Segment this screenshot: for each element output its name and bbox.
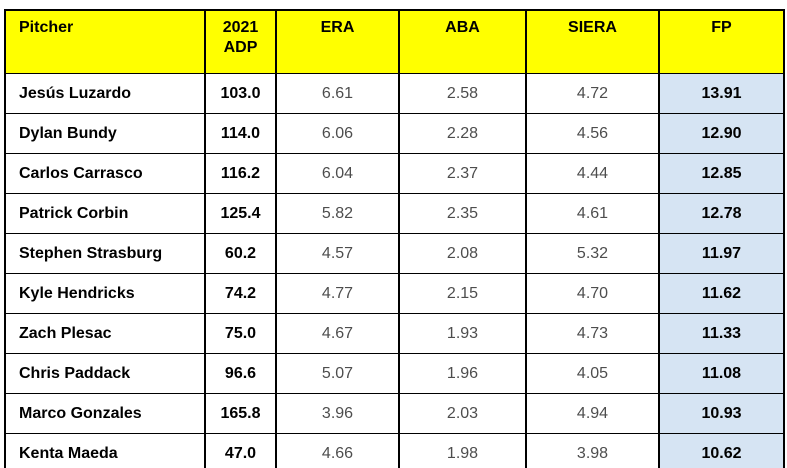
aba-cell: 2.35 [398, 193, 526, 234]
column-header-2021-adp: 2021 ADP [204, 10, 276, 74]
aba-cell: 1.96 [398, 353, 526, 394]
table-row: Marco Gonzales 165.8 3.96 2.03 4.94 10.9… [5, 393, 784, 434]
siera-cell: 4.70 [525, 273, 659, 314]
pitcher-name-cell: Carlos Carrasco [5, 153, 205, 194]
pitcher-name-cell: Zach Plesac [5, 313, 205, 354]
fp-cell: 10.93 [658, 393, 784, 434]
siera-cell: 4.05 [525, 353, 659, 394]
column-header-fp: FP [658, 10, 784, 74]
era-cell: 5.07 [275, 353, 399, 394]
table-row: Kyle Hendricks 74.2 4.77 2.15 4.70 11.62 [5, 273, 784, 314]
fp-cell: 11.08 [658, 353, 784, 394]
pitcher-name-cell: Kenta Maeda [5, 433, 205, 468]
siera-cell: 4.61 [525, 193, 659, 234]
siera-cell: 4.56 [525, 113, 659, 154]
fp-cell: 11.62 [658, 273, 784, 314]
table-row: Jesús Luzardo 103.0 6.61 2.58 4.72 13.91 [5, 73, 784, 114]
pitcher-name-cell: Dylan Bundy [5, 113, 205, 154]
siera-cell: 4.94 [525, 393, 659, 434]
adp-cell: 165.8 [204, 393, 276, 434]
fp-cell: 13.91 [658, 73, 784, 114]
fp-cell: 12.85 [658, 153, 784, 194]
fp-cell: 11.33 [658, 313, 784, 354]
adp-cell: 103.0 [204, 73, 276, 114]
column-header-siera: SIERA [525, 10, 659, 74]
column-header-pitcher: Pitcher [5, 10, 205, 74]
pitcher-name-cell: Jesús Luzardo [5, 73, 205, 114]
table-row: Chris Paddack 96.6 5.07 1.96 4.05 11.08 [5, 353, 784, 394]
adp-cell: 47.0 [204, 433, 276, 468]
aba-cell: 2.03 [398, 393, 526, 434]
siera-cell: 3.98 [525, 433, 659, 468]
aba-cell: 2.08 [398, 233, 526, 274]
column-header-era: ERA [275, 10, 399, 74]
era-cell: 3.96 [275, 393, 399, 434]
era-cell: 6.61 [275, 73, 399, 114]
adp-cell: 125.4 [204, 193, 276, 234]
era-cell: 4.57 [275, 233, 399, 274]
table-header: Pitcher 2021 ADP ERA ABA SIERA FP [5, 10, 784, 74]
fp-cell: 12.78 [658, 193, 784, 234]
table-row: Patrick Corbin 125.4 5.82 2.35 4.61 12.7… [5, 193, 784, 234]
siera-cell: 4.73 [525, 313, 659, 354]
aba-cell: 2.58 [398, 73, 526, 114]
adp-cell: 116.2 [204, 153, 276, 194]
fp-cell: 10.62 [658, 433, 784, 468]
era-cell: 5.82 [275, 193, 399, 234]
adp-cell: 114.0 [204, 113, 276, 154]
aba-cell: 2.37 [398, 153, 526, 194]
table-row: Stephen Strasburg 60.2 4.57 2.08 5.32 11… [5, 233, 784, 274]
era-cell: 4.77 [275, 273, 399, 314]
siera-cell: 5.32 [525, 233, 659, 274]
pitcher-name-cell: Patrick Corbin [5, 193, 205, 234]
pitcher-name-cell: Stephen Strasburg [5, 233, 205, 274]
table-row: Carlos Carrasco 116.2 6.04 2.37 4.44 12.… [5, 153, 784, 194]
era-cell: 6.04 [275, 153, 399, 194]
adp-cell: 96.6 [204, 353, 276, 394]
table-row: Zach Plesac 75.0 4.67 1.93 4.73 11.33 [5, 313, 784, 354]
era-cell: 4.66 [275, 433, 399, 468]
pitcher-stats-table: Pitcher 2021 ADP ERA ABA SIERA FP Jesús … [4, 9, 785, 468]
aba-cell: 2.28 [398, 113, 526, 154]
aba-cell: 1.93 [398, 313, 526, 354]
aba-cell: 1.98 [398, 433, 526, 468]
pitcher-name-cell: Kyle Hendricks [5, 273, 205, 314]
fp-cell: 12.90 [658, 113, 784, 154]
pitcher-name-cell: Chris Paddack [5, 353, 205, 394]
adp-cell: 74.2 [204, 273, 276, 314]
table-row: Kenta Maeda 47.0 4.66 1.98 3.98 10.62 [5, 433, 784, 468]
table-row: Dylan Bundy 114.0 6.06 2.28 4.56 12.90 [5, 113, 784, 154]
column-header-aba: ABA [398, 10, 526, 74]
pitcher-name-cell: Marco Gonzales [5, 393, 205, 434]
adp-cell: 75.0 [204, 313, 276, 354]
fp-cell: 11.97 [658, 233, 784, 274]
table-body: Jesús Luzardo 103.0 6.61 2.58 4.72 13.91… [5, 73, 784, 468]
header-row: Pitcher 2021 ADP ERA ABA SIERA FP [5, 10, 784, 74]
siera-cell: 4.44 [525, 153, 659, 194]
aba-cell: 2.15 [398, 273, 526, 314]
adp-cell: 60.2 [204, 233, 276, 274]
era-cell: 4.67 [275, 313, 399, 354]
era-cell: 6.06 [275, 113, 399, 154]
siera-cell: 4.72 [525, 73, 659, 114]
